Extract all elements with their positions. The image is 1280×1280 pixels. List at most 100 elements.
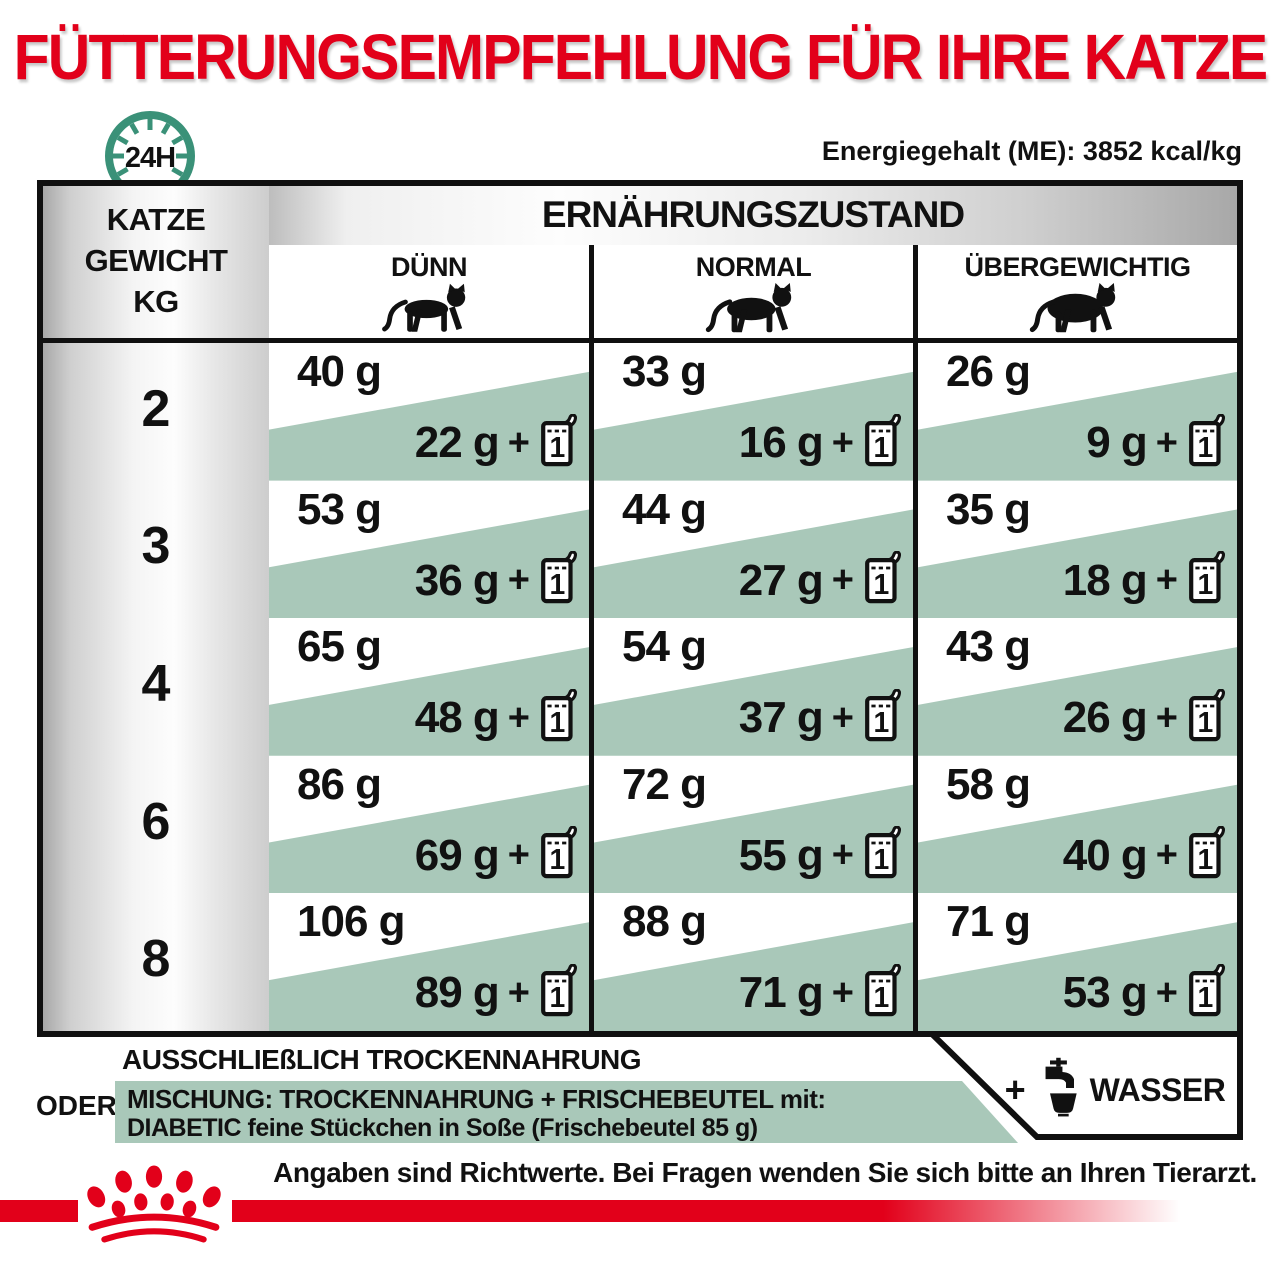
- dry-amount: 72 g: [622, 759, 707, 809]
- weight-header-line: GEWICHT: [84, 242, 228, 278]
- feeding-cell: 33 g 16 g +1: [594, 343, 913, 481]
- plus-sign: +: [831, 696, 854, 739]
- mix-amount: 53 g: [1062, 968, 1148, 1018]
- weight-value: 4: [141, 655, 171, 713]
- feeding-cell: 106 g 89 g +1: [269, 893, 589, 1031]
- mix-amount: 18 g: [1062, 555, 1148, 605]
- plus-sign: +: [507, 971, 530, 1014]
- feeding-cell: 53 g 36 g +1: [269, 481, 589, 619]
- pouch-icon-wrap: 1: [863, 688, 905, 748]
- mix-amount-row: 55 g +1: [739, 825, 905, 885]
- pouch-count: 1: [549, 844, 565, 876]
- column-header-normal: NORMAL: [594, 252, 913, 340]
- plus-sign: +: [831, 559, 854, 602]
- pouch-icon-wrap: 1: [1187, 550, 1229, 610]
- pouch-icon: 1: [865, 825, 902, 879]
- mix-amount: 89 g: [414, 968, 500, 1018]
- plus-sign: +: [1155, 834, 1178, 877]
- pouch-count: 1: [873, 707, 889, 739]
- mix-amount-row: 53 g +1: [1062, 963, 1229, 1023]
- mix-amount-row: 26 g +1: [1062, 688, 1229, 748]
- dry-amount: 43 g: [946, 622, 1031, 672]
- pouch-icon-wrap: 1: [863, 550, 905, 610]
- mix-amount-row: 36 g +1: [415, 550, 581, 610]
- pouch-count: 1: [1197, 982, 1213, 1014]
- weight-column-header: KATZE GEWICHT KG: [43, 200, 269, 323]
- mix-amount: 40 g: [1062, 830, 1148, 880]
- column-divider: [589, 245, 594, 1031]
- dry-amount: 40 g: [297, 347, 382, 396]
- feeding-table: ERNÄHRUNGSZUSTAND KATZE GEWICHT KG DÜNN …: [37, 180, 1243, 1037]
- dry-amount: 35 g: [946, 484, 1031, 534]
- clock-24h-label: 24H: [125, 142, 175, 174]
- mix-amount: 9 g: [1086, 418, 1148, 468]
- dry-amount: 53 g: [297, 484, 382, 534]
- pouch-icon: 1: [541, 825, 578, 879]
- dry-amount: 26 g: [946, 347, 1031, 396]
- weight-header-line: KG: [133, 283, 179, 319]
- mix-amount: 26 g: [1062, 693, 1148, 743]
- condition-header-label: ERNÄHRUNGSZUSTAND: [541, 194, 965, 235]
- plus-sign: +: [1155, 421, 1178, 464]
- mix-amount-row: 22 g +1: [415, 413, 581, 473]
- pouch-count: 1: [549, 707, 565, 739]
- pouch-icon: 1: [1189, 413, 1226, 466]
- pouch-icon-wrap: 1: [539, 413, 581, 473]
- pouch-icon-wrap: 1: [863, 413, 905, 473]
- cat-slim-icon-slot: [381, 283, 477, 339]
- mix-option-band: MISCHUNG: TROCKENNAHRUNG + FRISCHEBEUTEL…: [115, 1081, 1018, 1143]
- mix-amount: 37 g: [738, 693, 824, 743]
- mix-amount-row: 40 g +1: [1062, 825, 1229, 885]
- feeding-cell: 26 g 9 g +1: [918, 343, 1237, 481]
- mix-amount: 27 g: [738, 555, 824, 605]
- water-label: WASSER: [1089, 1071, 1226, 1108]
- plus-sign: +: [1155, 559, 1178, 602]
- column-header-thin: DÜNN: [269, 252, 589, 340]
- feeding-cell: 43 g 26 g +1: [918, 618, 1237, 756]
- pouch-icon: 1: [1189, 688, 1226, 741]
- pouch-icon-wrap: 1: [1187, 688, 1229, 748]
- header-separator-line: [43, 338, 1237, 343]
- condition-header-band: [269, 186, 1237, 245]
- disclaimer-text: Angaben sind Richtwerte. Bei Fragen wend…: [273, 1157, 1257, 1188]
- plus-sign: +: [831, 834, 854, 877]
- weight-value: 8: [141, 930, 171, 989]
- mix-amount-row: 37 g +1: [738, 688, 905, 748]
- dry-amount: 33 g: [622, 347, 707, 396]
- red-bar-right: [232, 1200, 1190, 1222]
- pouch-icon: 1: [1189, 825, 1226, 879]
- mix-amount: 16 g: [738, 418, 824, 468]
- dry-amount: 65 g: [297, 622, 382, 672]
- mix-amount-row: 48 g +1: [415, 688, 581, 748]
- pouch-count: 1: [549, 569, 565, 601]
- feeding-cell: 88 g 71 g +1: [594, 893, 913, 1031]
- pouch-icon: 1: [865, 688, 902, 741]
- feeding-cell: 72 g 55 g +1: [594, 756, 913, 894]
- plus-sign: +: [507, 421, 530, 464]
- pouch-count: 1: [549, 982, 565, 1014]
- pouch-count: 1: [1197, 569, 1213, 601]
- feeding-cell: 35 g 18 g +1: [918, 481, 1237, 619]
- dry-only-label: AUSSCHLIEßLICH TROCKENNAHRUNG: [122, 1044, 642, 1075]
- weight-value: 2: [141, 379, 171, 438]
- mix-amount-row: 9 g +1: [1086, 413, 1229, 473]
- pouch-icon: 1: [541, 688, 578, 741]
- mix-amount: 69 g: [414, 830, 500, 880]
- column-header-overweight: ÜBERGEWICHTIG: [918, 252, 1237, 340]
- dry-amount: 88 g: [622, 897, 707, 947]
- weight-header-line: KATZE: [106, 202, 206, 237]
- pouch-icon: 1: [1189, 550, 1226, 604]
- mix-amount-row: 89 g +1: [414, 963, 581, 1023]
- faucet-icon: [1034, 1057, 1082, 1124]
- royal-canin-crown-logo: [78, 1164, 230, 1250]
- pouch-icon-wrap: 1: [863, 963, 905, 1023]
- weight-value: 3: [141, 517, 171, 576]
- water-content: + WASSER: [995, 1052, 1235, 1128]
- dry-amount: 44 g: [622, 484, 707, 534]
- mix-line-2: DIABETIC feine Stückchen in Soße (Frisch…: [127, 1114, 758, 1142]
- pouch-count: 1: [873, 844, 889, 876]
- feeding-cell: 86 g 69 g +1: [269, 756, 589, 894]
- weight-value: 6: [141, 792, 171, 851]
- pouch-icon-wrap: 1: [1187, 413, 1229, 473]
- mix-amount-row: 16 g +1: [738, 413, 905, 473]
